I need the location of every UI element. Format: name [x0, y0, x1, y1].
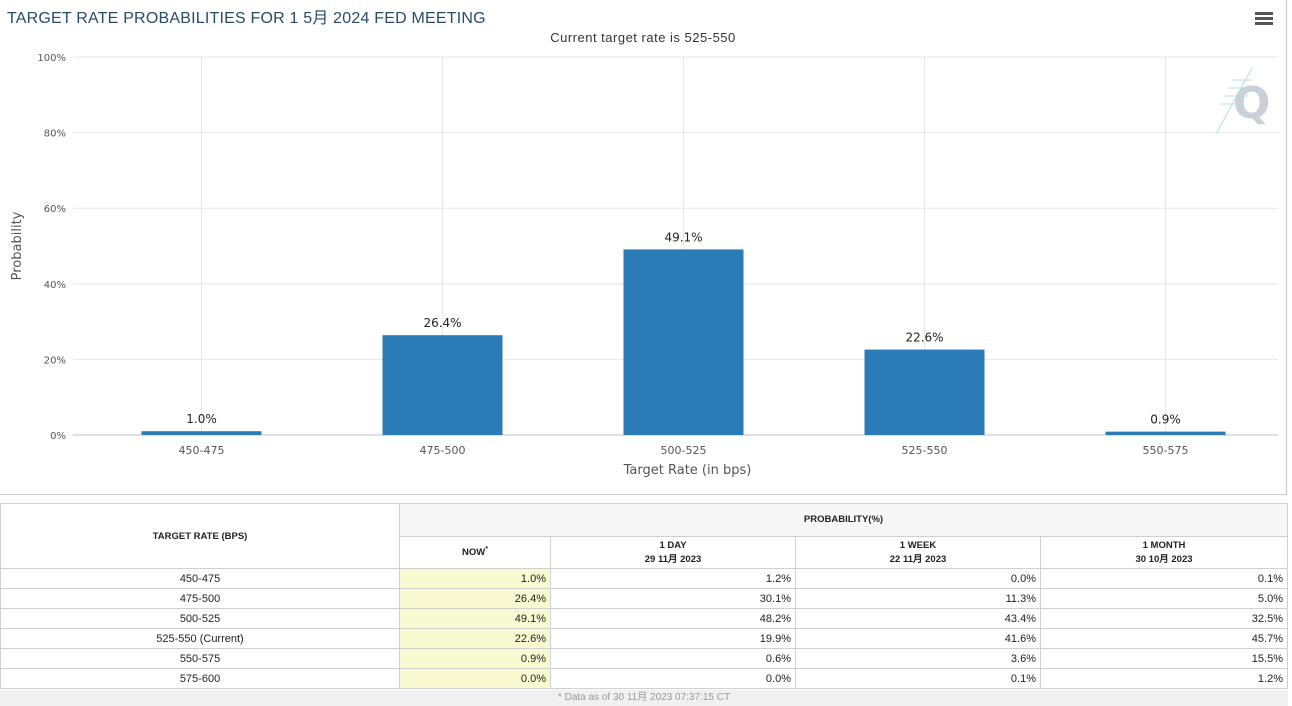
cell-now: 26.4%	[400, 589, 551, 609]
cell-rate: 500-525	[1, 609, 400, 629]
cell-rate: 550-575	[1, 649, 400, 669]
cell-day: 48.2%	[551, 609, 796, 629]
x-tick-label: 475-500	[420, 444, 466, 457]
cell-month: 32.5%	[1041, 609, 1288, 629]
cell-rate: 475-500	[1, 589, 400, 609]
bar-550-575[interactable]	[1106, 432, 1226, 435]
y-tick-label: 80%	[44, 129, 66, 140]
x-tick-label: 525-550	[902, 444, 948, 457]
cell-week: 11.3%	[796, 589, 1041, 609]
data-label: 49.1%	[664, 230, 702, 244]
table-row: 450-475 1.0% 1.2% 0.0% 0.1%	[1, 569, 1288, 589]
x-tick-label: 450-475	[179, 444, 225, 457]
data-label: 26.4%	[423, 316, 461, 330]
cell-now: 22.6%	[400, 629, 551, 649]
x-axis-title: Target Rate (in bps)	[623, 463, 752, 478]
chart-panel: TARGET RATE PROBABILITIES FOR 1 5月 2024 …	[0, 0, 1287, 495]
y-tick-label: 20%	[44, 355, 66, 366]
x-tick-label: 550-575	[1143, 444, 1189, 457]
cell-week: 0.0%	[796, 569, 1041, 589]
data-label: 0.9%	[1150, 413, 1181, 427]
header-target-rate: TARGET RATE (BPS)	[1, 504, 400, 569]
table-row: 475-500 26.4% 30.1% 11.3% 5.0%	[1, 589, 1288, 609]
cell-week: 0.1%	[796, 669, 1041, 689]
bar-chart: 0% 20% 40% 60% 80% 100% 1.0% 450-475 26.4% 475-50…	[0, 0, 1286, 494]
data-label: 1.0%	[186, 412, 217, 426]
data-label: 22.6%	[905, 331, 943, 345]
table-row: 525-550 (Current) 22.6% 19.9% 41.6% 45.7%	[1, 629, 1288, 649]
cell-day: 19.9%	[551, 629, 796, 649]
y-tick-label: 40%	[44, 280, 66, 291]
bar-500-525[interactable]	[624, 249, 744, 435]
cell-rate: 525-550 (Current)	[1, 629, 400, 649]
cell-day: 0.0%	[551, 669, 796, 689]
header-1-day: 1 DAY 29 11月 2023	[551, 536, 796, 569]
cell-now: 0.0%	[400, 669, 551, 689]
cell-day: 30.1%	[551, 589, 796, 609]
cell-month: 0.1%	[1041, 569, 1288, 589]
cell-week: 43.4%	[796, 609, 1041, 629]
cell-rate: 450-475	[1, 569, 400, 589]
cell-month: 45.7%	[1041, 629, 1288, 649]
cell-now: 49.1%	[400, 609, 551, 629]
q-logo-icon: Q	[1216, 68, 1270, 134]
cell-now: 1.0%	[400, 569, 551, 589]
cell-day: 1.2%	[551, 569, 796, 589]
header-1-month: 1 MONTH 30 10月 2023	[1041, 536, 1288, 569]
cell-month: 1.2%	[1041, 669, 1288, 689]
table-row: 575-600 0.0% 0.0% 0.1% 1.2%	[1, 669, 1288, 689]
y-axis-title: Probability	[10, 211, 25, 280]
header-probability: PROBABILITY(%)	[400, 504, 1288, 537]
header-now: NOW*	[400, 536, 551, 569]
cell-day: 0.6%	[551, 649, 796, 669]
cell-month: 5.0%	[1041, 589, 1288, 609]
cell-month: 15.5%	[1041, 649, 1288, 669]
cell-week: 41.6%	[796, 629, 1041, 649]
table-row: 500-525 49.1% 48.2% 43.4% 32.5%	[1, 609, 1288, 629]
y-tick-label: 0%	[50, 431, 66, 442]
data-timestamp-footnote: * Data as of 30 11月 2023 07:37:15 CT	[0, 690, 1288, 706]
cell-week: 3.6%	[796, 649, 1041, 669]
cell-now: 0.9%	[400, 649, 551, 669]
bar-450-475[interactable]	[142, 431, 262, 435]
probability-table: TARGET RATE (BPS) PROBABILITY(%) NOW* 1 …	[0, 503, 1288, 689]
y-tick-label: 60%	[44, 204, 66, 215]
y-tick-label: 100%	[37, 53, 66, 64]
table-row: 550-575 0.9% 0.6% 3.6% 15.5%	[1, 649, 1288, 669]
bar-525-550[interactable]	[865, 350, 985, 435]
bar-475-500[interactable]	[383, 335, 503, 435]
x-tick-label: 500-525	[661, 444, 707, 457]
cell-rate: 575-600	[1, 669, 400, 689]
header-1-week: 1 WEEK 22 11月 2023	[796, 536, 1041, 569]
